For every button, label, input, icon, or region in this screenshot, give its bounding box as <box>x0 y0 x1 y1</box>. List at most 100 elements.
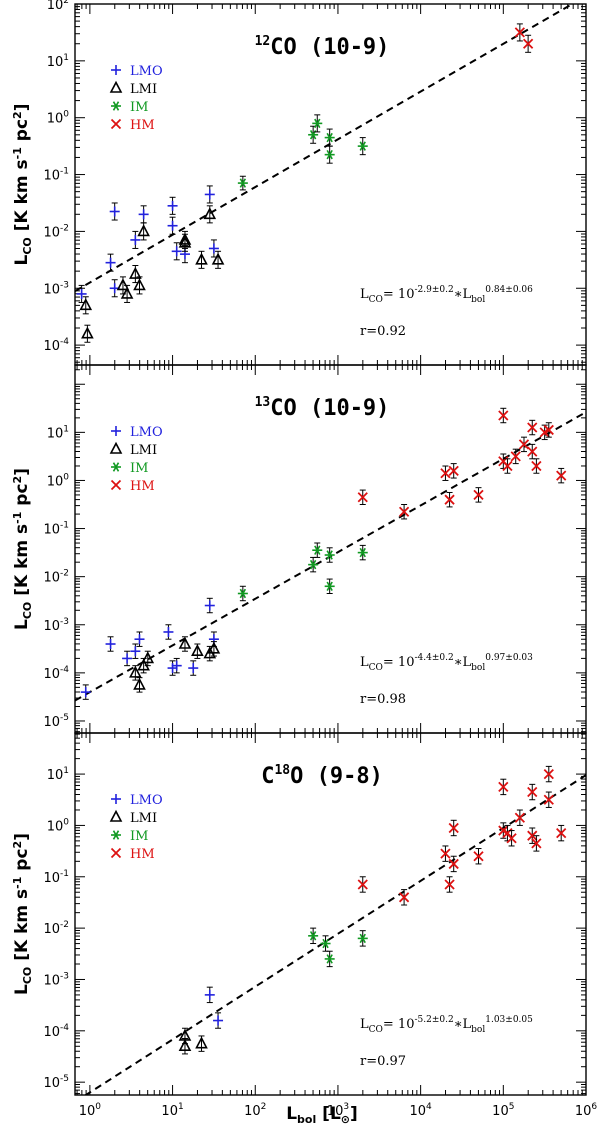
marker-triangle <box>116 278 130 291</box>
marker-x <box>518 439 530 450</box>
y-tick-label: 102 <box>47 0 69 13</box>
legend: LMO LMI IM HM <box>109 793 163 862</box>
series-lmo <box>204 986 224 1029</box>
marker-stroke <box>359 547 366 558</box>
series-lmi <box>79 205 225 343</box>
data-point <box>167 196 178 215</box>
marker-stroke <box>203 207 217 220</box>
marker-x <box>502 460 513 472</box>
y-tick-label: 10-1 <box>43 167 69 184</box>
series-hm <box>514 23 534 53</box>
marker-stroke <box>195 1036 208 1049</box>
marker-stroke <box>398 506 410 517</box>
data-point <box>211 250 225 269</box>
marker-x <box>498 410 509 421</box>
data-point <box>514 23 525 42</box>
marker-stroke <box>444 494 455 505</box>
x-tick-label: 104 <box>409 1102 432 1119</box>
data-point <box>531 835 542 852</box>
marker-stroke <box>527 830 538 841</box>
marker-* <box>324 132 335 143</box>
marker-stroke <box>522 38 534 49</box>
marker-stroke <box>543 794 554 805</box>
fit-line <box>75 4 575 293</box>
marker-stroke <box>357 492 368 503</box>
marker-x <box>498 781 509 793</box>
y-tick-label: 10-4 <box>43 1023 69 1040</box>
marker-stroke <box>531 460 542 472</box>
marker-stroke <box>473 489 484 501</box>
data-point <box>213 1012 224 1029</box>
y-tick-label: 10-4 <box>43 665 69 682</box>
y-tick-label: 10-1 <box>43 869 69 886</box>
marker-stroke <box>326 550 333 560</box>
data-point <box>195 1035 208 1052</box>
marker-triangle <box>109 809 123 822</box>
marker-triangle <box>141 651 155 664</box>
marker-+ <box>105 639 116 650</box>
marker-stroke <box>309 931 317 941</box>
y-axis-title: LCO [K km s-1 pc2] <box>11 833 34 995</box>
y-tick-label: 10-3 <box>43 617 69 634</box>
marker-stroke <box>120 286 134 299</box>
data-point <box>109 279 120 298</box>
legend-label-hm: HM <box>130 847 155 862</box>
marker-+ <box>167 200 178 211</box>
marker-+ <box>163 626 174 637</box>
data-point <box>556 467 567 484</box>
marker-stroke <box>178 235 192 248</box>
marker-stroke <box>79 298 93 311</box>
data-point <box>514 809 525 826</box>
marker-stroke <box>112 830 120 840</box>
data-point <box>105 253 116 272</box>
marker-x <box>531 460 542 472</box>
series-hm <box>357 765 567 906</box>
marker-stroke <box>514 27 525 38</box>
x-tick-label: 101 <box>161 1102 183 1119</box>
marker-* <box>324 581 335 591</box>
marker-* <box>357 547 368 558</box>
data-point <box>308 125 319 144</box>
marker-stroke <box>109 80 123 93</box>
marker-x <box>506 833 517 844</box>
data-point <box>191 643 204 659</box>
marker-* <box>357 933 368 944</box>
marker-stroke <box>116 278 130 291</box>
data-point <box>81 324 94 343</box>
fit-equation: LCO= 10-2.9±0.2∗Lbol0.84±0.06 <box>360 285 533 305</box>
data-point <box>237 175 248 191</box>
y-tick-label: 10-3 <box>43 280 69 297</box>
marker-+ <box>171 660 182 671</box>
data-point <box>237 585 248 602</box>
y-tick-label: 10-5 <box>43 1074 69 1091</box>
marker-x <box>448 858 459 870</box>
legend-label-hm: HM <box>130 479 155 494</box>
data-point <box>120 284 134 303</box>
marker-x <box>444 879 455 890</box>
data-point <box>312 114 323 133</box>
fit-equation: LCO= 10-4.4±0.2∗Lbol0.97±0.03 <box>360 653 533 673</box>
marker-triangle <box>133 677 146 690</box>
marker-x <box>556 470 567 481</box>
data-point <box>444 876 455 893</box>
marker-stroke <box>502 460 513 472</box>
marker-+ <box>171 246 182 257</box>
data-point <box>543 422 554 438</box>
fit-r-value: r=0.97 <box>360 1054 406 1069</box>
data-point <box>357 544 368 561</box>
data-point <box>440 465 451 481</box>
data-point <box>204 185 215 204</box>
marker-* <box>324 149 335 160</box>
marker-* <box>320 938 331 949</box>
legend-label-hm: HM <box>130 118 155 133</box>
y-tick-label: 100 <box>47 110 70 127</box>
data-point <box>308 927 319 945</box>
marker-* <box>312 118 323 129</box>
marker-stroke <box>326 132 333 143</box>
marker-stroke <box>556 470 567 481</box>
data-point <box>312 542 323 558</box>
marker-+ <box>76 288 87 299</box>
marker-stroke <box>129 266 142 279</box>
marker-x <box>543 794 554 805</box>
